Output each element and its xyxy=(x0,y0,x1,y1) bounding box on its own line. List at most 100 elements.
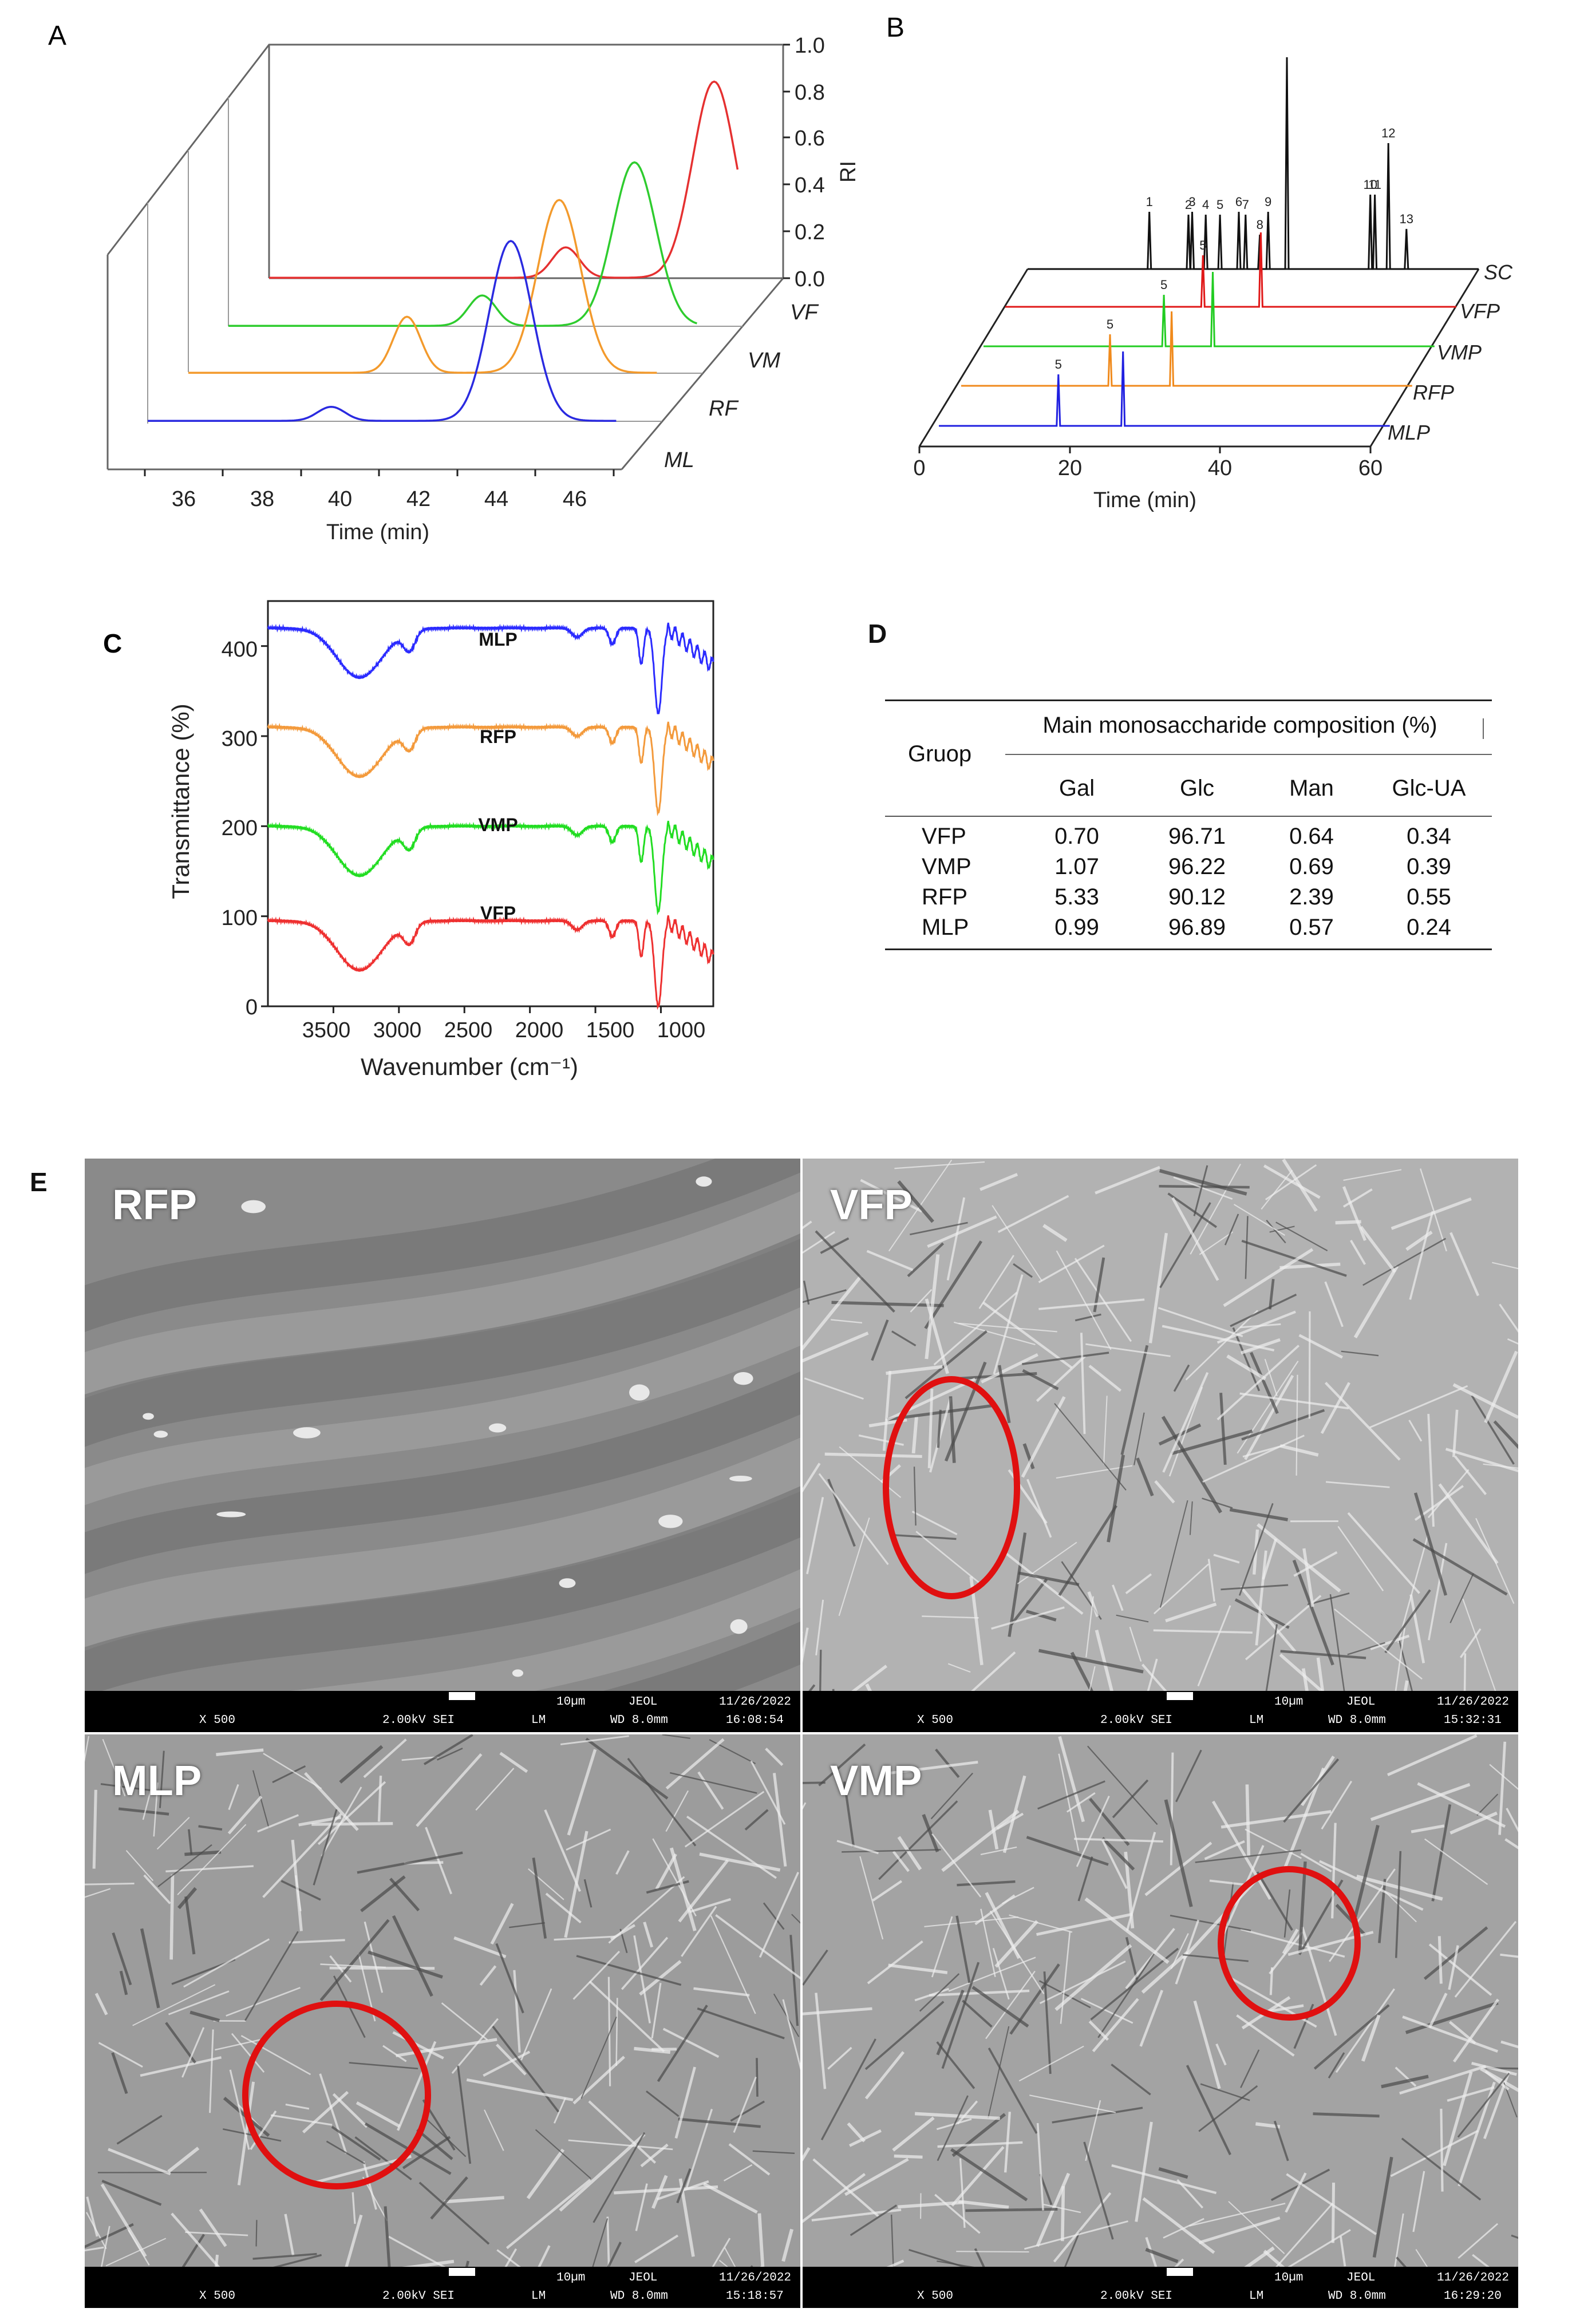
panel-c-ytick: 100 xyxy=(222,906,258,930)
group-header: Gruop xyxy=(908,741,972,766)
sem-time: 16:08:54 xyxy=(726,1714,784,1727)
panel-c-xtick: 3000 xyxy=(373,1018,422,1042)
panel-b-xtick: 60 xyxy=(1358,456,1383,480)
table-cell: 1.07 xyxy=(1054,854,1099,879)
sem-wd: WD 8.0mm xyxy=(1328,1714,1386,1727)
series-label-rf: RF xyxy=(709,397,738,421)
trace-vf xyxy=(269,80,739,279)
sem-label: VMP xyxy=(830,1757,922,1804)
panel-b-chart: B 0 20 40 60 Time (min) 1 23 4 5 6 7891011121… xyxy=(886,13,1513,512)
sem-time: 15:32:31 xyxy=(1444,1714,1502,1727)
table-cell: 90.12 xyxy=(1168,884,1226,910)
panel-a-xlabel: Time (min) xyxy=(326,520,429,544)
chromatogram-sc xyxy=(1028,57,1479,270)
panel-c-xtick: 1500 xyxy=(586,1018,635,1042)
sem-label: MLP xyxy=(112,1757,202,1804)
trace-vm xyxy=(228,161,697,327)
table-cell: 96.71 xyxy=(1168,824,1226,849)
sem-time: 16:29:20 xyxy=(1444,2290,1502,2303)
highlight-circle xyxy=(1218,1866,1361,2021)
panel-c-xlabel: Wavenumber (cm⁻¹) xyxy=(361,1053,578,1080)
panel-b-xtick: 0 xyxy=(913,456,925,480)
composition-header: Main monosaccharide composition (%) xyxy=(1042,713,1437,738)
sem-image-grid: RFP 10µm JEOL 11/26/2022 X 500 2.00kV SEI LM WD… xyxy=(85,1159,1518,2309)
sem-time: 15:18:57 xyxy=(726,2290,784,2303)
panel-a-xtick: 46 xyxy=(563,487,587,511)
table-cell: 96.22 xyxy=(1168,854,1226,879)
col-header-gal: Gal xyxy=(1058,776,1095,801)
table-row: VFP 0.70 96.71 0.64 0.34 xyxy=(885,824,1492,852)
table-cell: 0.39 xyxy=(1407,854,1451,879)
peak-label: 5 xyxy=(1055,357,1062,371)
panel-c-plot-frame xyxy=(267,600,714,1007)
table-row: RFP 5.33 90.12 2.39 0.55 xyxy=(885,884,1492,913)
table-cell: 0.24 xyxy=(1407,915,1451,940)
scale-bar xyxy=(449,1692,475,1700)
trace-rf xyxy=(188,199,657,374)
peak-label: 2 xyxy=(1185,197,1192,212)
sem-image-rfp: RFP 10µm JEOL 11/26/2022 X 500 2.00kV SEI LM WD… xyxy=(85,1159,800,1732)
sem-kv: 2.00kV SEI xyxy=(1100,1714,1173,1727)
chromatogram-vfp xyxy=(1005,232,1456,308)
sem-label: VFP xyxy=(830,1181,913,1228)
panel-c-ytick: 300 xyxy=(222,727,258,751)
scale-bar xyxy=(1167,2268,1193,2276)
panel-c-label: C xyxy=(103,629,122,658)
highlight-circle xyxy=(883,1376,1020,1599)
peak-label: 7 xyxy=(1242,197,1249,212)
row-group: RFP xyxy=(922,884,967,910)
sem-info-bar: 10µm JEOL 11/26/2022 X 500 2.00kV SEI LM WD 8.… xyxy=(803,1691,1518,1732)
table-cell: 96.89 xyxy=(1168,915,1226,940)
panel-a-ytick: 0.0 xyxy=(795,267,825,291)
sem-kv: 2.00kV SEI xyxy=(382,2290,455,2303)
sem-image-mlp: MLP 10µm JEOL 11/26/2022 X 500 2.00kV SEI LM WD… xyxy=(85,1734,800,2308)
sem-mode: LM xyxy=(531,2290,546,2303)
peak-label: 1 xyxy=(1146,195,1153,209)
panel-a-ytick: 0.2 xyxy=(795,220,825,244)
sem-brand: JEOL xyxy=(629,1695,658,1709)
sem-date: 11/26/2022 xyxy=(1437,1695,1510,1709)
sem-image-vmp: VMP 10µm JEOL 11/26/2022 X 500 2.00kV SEI LM WD… xyxy=(803,1734,1518,2308)
sem-mag: X 500 xyxy=(917,1714,954,1727)
peak-label: 10 xyxy=(1363,177,1377,192)
sem-mag: X 500 xyxy=(199,1714,236,1727)
table-cell: 0.99 xyxy=(1054,915,1099,940)
panel-d: D Gruop Main monosaccharide composition … xyxy=(859,618,1511,950)
series-label-vf: VF xyxy=(790,301,819,325)
panel-a-xtick: 40 xyxy=(328,487,352,511)
ftir-trace-vfp xyxy=(267,915,714,1010)
table-cell: 5.33 xyxy=(1054,884,1099,910)
peak-label: 13 xyxy=(1400,212,1413,226)
trace-ml xyxy=(148,240,617,422)
table-cell: 2.39 xyxy=(1289,884,1334,910)
scale-bar xyxy=(449,2268,475,2276)
sem-mag: X 500 xyxy=(917,2290,954,2303)
panel-a-label: A xyxy=(48,21,66,51)
series-label-mlp: MLP xyxy=(1388,421,1430,444)
sem-brand: JEOL xyxy=(1346,2271,1376,2285)
panel-c-ytick: 200 xyxy=(222,816,258,840)
peak-label: 6 xyxy=(1235,195,1242,209)
peak-label: 8 xyxy=(1257,218,1263,232)
peak-label: 4 xyxy=(1202,197,1209,212)
sem-scale: 10µm xyxy=(556,2271,586,2285)
series-label-ml: ML xyxy=(664,448,694,472)
series-label-rfp: RFP xyxy=(1413,381,1454,404)
ftir-trace-rfp xyxy=(267,721,714,817)
series-label-vmp: VMP xyxy=(1437,341,1482,364)
table-row: MLP 0.99 96.89 0.57 0.24 xyxy=(885,915,1492,943)
sem-brand: JEOL xyxy=(1346,1695,1376,1709)
panel-d-label: D xyxy=(868,619,887,649)
row-group: VFP xyxy=(922,824,966,849)
chromatogram-mlp xyxy=(939,351,1390,427)
chromatogram-vmp xyxy=(984,271,1435,347)
peak-label: 5 xyxy=(1199,238,1206,252)
sem-scale: 10µm xyxy=(1274,2271,1304,2285)
panel-c-ylabel: Transmittance (%) xyxy=(167,703,194,899)
sem-mode: LM xyxy=(1249,2290,1264,2303)
panel-b-xtick: 40 xyxy=(1208,456,1232,480)
panel-a-xtick: 44 xyxy=(484,487,508,511)
panel-a-xtick: 42 xyxy=(406,487,430,511)
sem-mode: LM xyxy=(1249,1714,1264,1727)
ftir-label-vmp: VMP xyxy=(478,815,518,835)
